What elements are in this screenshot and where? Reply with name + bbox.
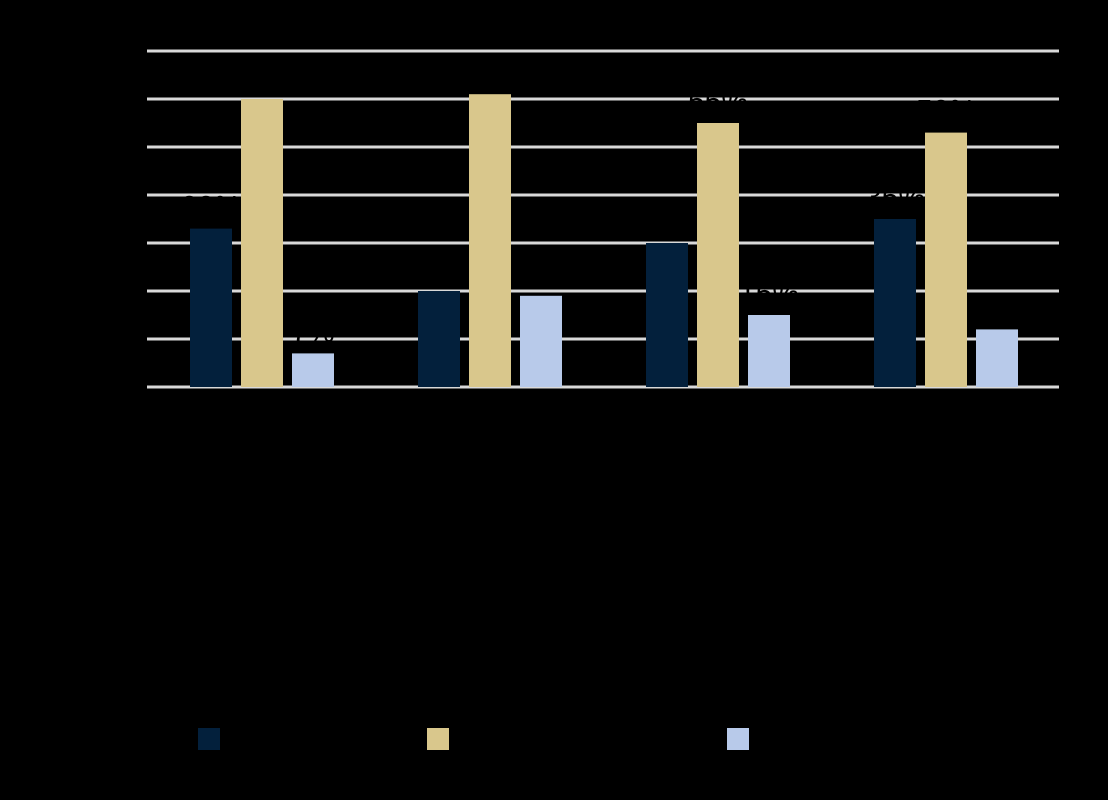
data-label: 55% bbox=[688, 85, 748, 118]
bar-series-2-cat-1 bbox=[241, 99, 283, 387]
data-label: 20% bbox=[409, 253, 469, 286]
data-label: 53% bbox=[916, 95, 976, 128]
data-labels: 33% 60% 7% 20% 61% 19% 30% 55% 15% 35% 53% 12% bbox=[181, 56, 1027, 348]
legend-swatch-series-2 bbox=[427, 728, 449, 750]
bar-series-3-cat-2 bbox=[520, 295, 562, 387]
gridlines bbox=[147, 49, 1059, 389]
data-label: 61% bbox=[460, 56, 520, 89]
bars bbox=[190, 94, 1018, 387]
bar-series-1-cat-1 bbox=[190, 228, 232, 387]
bar-series-2-cat-3 bbox=[697, 123, 739, 387]
bar-series-2-cat-4 bbox=[925, 132, 967, 387]
bar-series-1-cat-4 bbox=[874, 219, 916, 387]
legend-swatch-series-1 bbox=[198, 728, 220, 750]
bar-series-1-cat-3 bbox=[646, 243, 688, 387]
bar-series-2-cat-2 bbox=[469, 94, 511, 387]
data-label: 35% bbox=[865, 181, 925, 214]
data-label: 60% bbox=[232, 61, 292, 94]
legend bbox=[198, 728, 749, 750]
data-label: 7% bbox=[291, 315, 334, 348]
bar-series-1-cat-2 bbox=[418, 291, 460, 387]
bar-series-3-cat-3 bbox=[748, 315, 790, 387]
data-label: 15% bbox=[739, 277, 799, 310]
data-label: 33% bbox=[181, 191, 241, 224]
bar-series-3-cat-4 bbox=[976, 329, 1018, 387]
bar-series-3-cat-1 bbox=[292, 353, 334, 387]
data-label: 19% bbox=[511, 258, 571, 291]
legend-swatch-series-3 bbox=[727, 728, 749, 750]
data-label: 12% bbox=[967, 291, 1027, 324]
data-label: 30% bbox=[637, 205, 697, 238]
